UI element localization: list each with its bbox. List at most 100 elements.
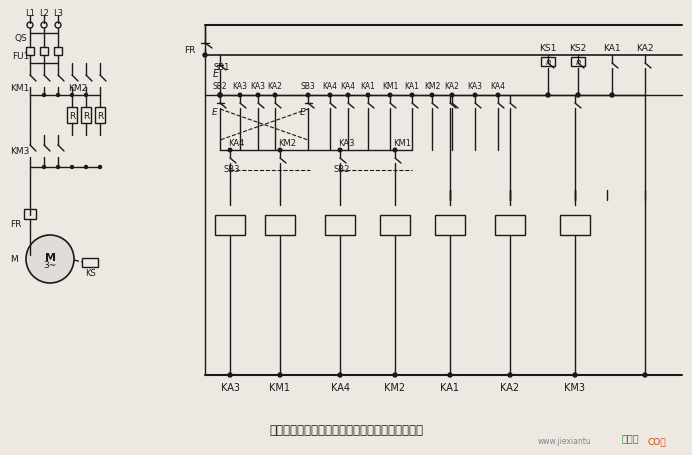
Circle shape [238,94,242,97]
Text: KA4: KA4 [322,81,338,90]
Bar [95,108,105,124]
Circle shape [366,94,370,97]
Circle shape [338,373,342,377]
Text: KA3: KA3 [233,81,248,90]
Text: R: R [83,111,89,120]
Circle shape [42,166,46,169]
Circle shape [42,94,46,97]
Circle shape [473,94,477,97]
Text: SB2: SB2 [212,81,227,90]
Text: KM3: KM3 [10,146,29,155]
Circle shape [546,94,550,98]
Circle shape [450,94,454,97]
Text: L1: L1 [25,9,35,17]
Text: KM2: KM2 [424,81,440,90]
Circle shape [71,166,73,169]
Circle shape [448,373,452,377]
Circle shape [26,236,74,283]
Circle shape [576,94,580,98]
Text: SB2: SB2 [333,164,349,173]
Text: KA2: KA2 [636,43,654,52]
Text: KA4: KA4 [340,81,356,90]
Bar [541,58,555,67]
Bar [215,216,245,236]
Circle shape [573,373,577,377]
Bar [325,216,355,236]
Circle shape [306,94,310,97]
Text: KA3: KA3 [221,382,239,392]
Circle shape [393,149,397,152]
Circle shape [218,94,222,98]
Text: KM1: KM1 [10,83,29,92]
Circle shape [643,373,647,377]
Bar [82,258,98,268]
Text: E: E [300,107,306,116]
Text: KS1: KS1 [539,43,556,52]
Text: KM1: KM1 [269,382,291,392]
Text: L3: L3 [53,9,63,17]
Bar [54,48,62,56]
Circle shape [278,373,282,377]
Text: KA3: KA3 [338,138,354,147]
Text: M: M [44,253,55,263]
Text: QS: QS [14,33,27,42]
Circle shape [273,94,277,97]
Circle shape [27,23,33,29]
Bar [26,48,34,56]
Text: FR: FR [10,219,21,228]
Bar [67,108,77,124]
Text: KM1: KM1 [382,81,398,90]
Circle shape [388,94,392,97]
Circle shape [256,94,260,97]
Circle shape [410,94,414,97]
Circle shape [84,94,87,97]
Circle shape [278,149,282,152]
Text: KA2: KA2 [444,81,459,90]
Bar [40,48,48,56]
Text: CO照: CO照 [648,436,666,445]
Bar [435,216,465,236]
Bar [24,210,36,219]
Text: FR: FR [183,46,195,55]
Text: n: n [575,57,581,66]
Text: KA1: KA1 [405,81,419,90]
Text: KA2: KA2 [500,382,520,392]
Text: L2: L2 [39,9,49,17]
Bar [495,216,525,236]
Circle shape [218,94,222,98]
Circle shape [71,94,73,97]
Text: KA4: KA4 [228,138,244,147]
Text: SB3: SB3 [223,164,239,173]
Text: KM1: KM1 [393,138,411,147]
Text: KS: KS [84,268,95,277]
Text: KM2: KM2 [278,138,296,147]
Circle shape [55,23,61,29]
Circle shape [430,94,434,97]
Circle shape [496,94,500,97]
Text: KM3: KM3 [565,382,585,392]
Text: R: R [69,111,75,120]
Circle shape [84,166,87,169]
Text: KA2: KA2 [268,81,282,90]
Text: SB3: SB3 [300,81,316,90]
Text: 接线图: 接线图 [621,432,639,442]
Text: M: M [10,255,18,264]
Text: KA1: KA1 [603,43,621,52]
Circle shape [338,149,342,152]
Text: E: E [213,69,219,79]
Circle shape [98,166,102,169]
Circle shape [328,94,331,97]
Bar [560,216,590,236]
Text: KA3: KA3 [468,81,482,90]
Circle shape [228,373,232,377]
Circle shape [228,149,232,152]
Text: KS2: KS2 [570,43,587,52]
Circle shape [393,373,397,377]
Text: 具有反接制动电阻的可逆运行反接制动的控制线路: 具有反接制动电阻的可逆运行反接制动的控制线路 [269,424,423,436]
Circle shape [57,166,60,169]
Bar [380,216,410,236]
Text: 3~: 3~ [44,261,57,270]
Bar [571,58,585,67]
Text: KA3: KA3 [251,81,266,90]
Text: R: R [97,111,103,120]
